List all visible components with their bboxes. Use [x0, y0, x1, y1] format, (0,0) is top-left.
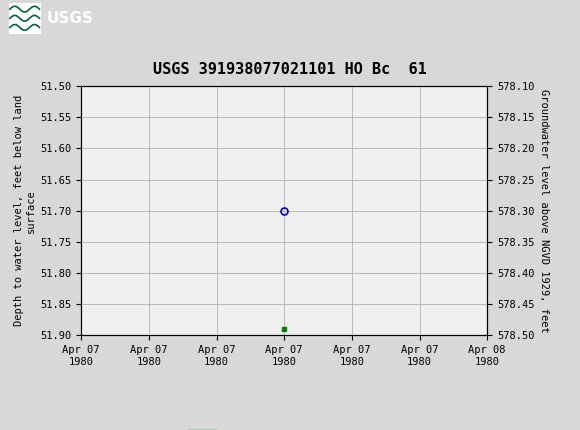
Legend: Period of approved data: Period of approved data [184, 425, 385, 430]
FancyBboxPatch shape [9, 3, 41, 34]
Y-axis label: Groundwater level above NGVD 1929, feet: Groundwater level above NGVD 1929, feet [539, 89, 549, 332]
Y-axis label: Depth to water level, feet below land
surface: Depth to water level, feet below land su… [14, 95, 36, 326]
Text: USGS 391938077021101 HO Bc  61: USGS 391938077021101 HO Bc 61 [153, 62, 427, 77]
Text: USGS: USGS [46, 11, 93, 26]
